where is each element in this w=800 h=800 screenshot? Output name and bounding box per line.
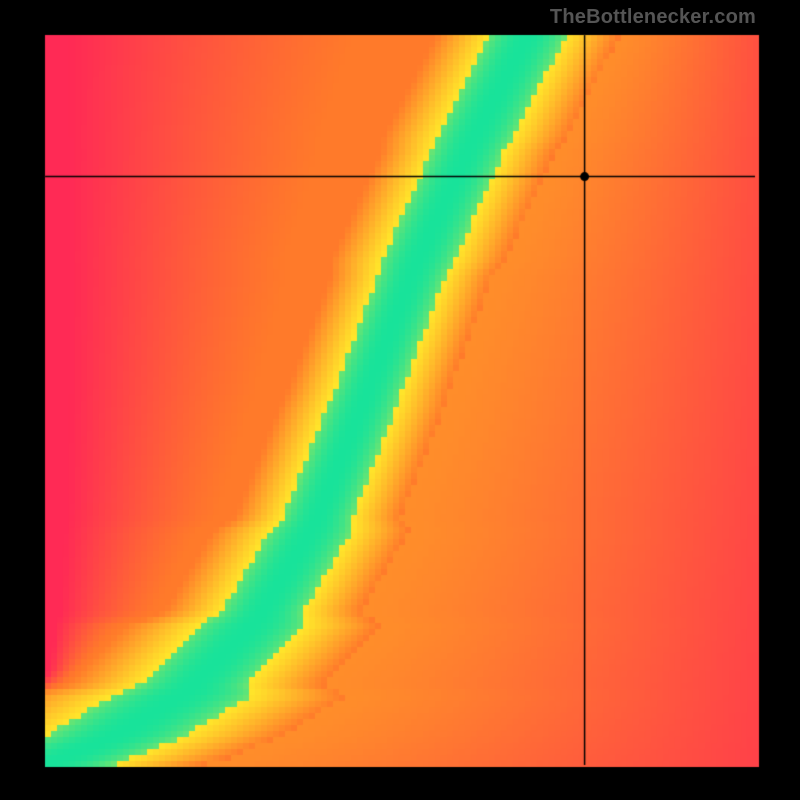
chart-container: TheBottlenecker.com xyxy=(0,0,800,800)
attribution-text: TheBottlenecker.com xyxy=(550,6,756,29)
bottleneck-heatmap xyxy=(0,0,800,800)
